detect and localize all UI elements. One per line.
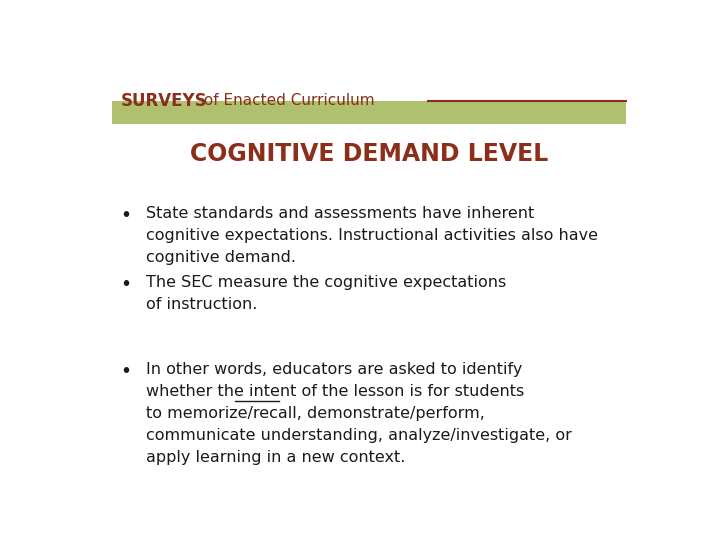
Text: SURVEYS: SURVEYS <box>121 92 207 110</box>
Text: cognitive demand.: cognitive demand. <box>145 250 296 265</box>
Text: to memorize/recall, demonstrate/perform,: to memorize/recall, demonstrate/perform, <box>145 406 485 421</box>
Text: of instruction.: of instruction. <box>145 297 257 312</box>
Text: •: • <box>121 275 132 294</box>
Text: State standards and assessments have inherent: State standards and assessments have inh… <box>145 206 534 221</box>
Text: •: • <box>121 362 132 381</box>
Bar <box>112 101 626 124</box>
Text: •: • <box>121 206 132 225</box>
Text: apply learning in a new context.: apply learning in a new context. <box>145 450 405 465</box>
Text: of Enacted Curriculum: of Enacted Curriculum <box>199 93 374 109</box>
Text: The SEC measure the cognitive expectations: The SEC measure the cognitive expectatio… <box>145 275 506 290</box>
Text: cognitive expectations. Instructional activities also have: cognitive expectations. Instructional ac… <box>145 228 598 243</box>
Text: COGNITIVE DEMAND LEVEL: COGNITIVE DEMAND LEVEL <box>190 142 548 166</box>
Text: whether the intent of the lesson is for students: whether the intent of the lesson is for … <box>145 384 524 399</box>
Text: communicate understanding, analyze/investigate, or: communicate understanding, analyze/inves… <box>145 428 572 443</box>
Text: In other words, educators are asked to identify: In other words, educators are asked to i… <box>145 362 522 377</box>
